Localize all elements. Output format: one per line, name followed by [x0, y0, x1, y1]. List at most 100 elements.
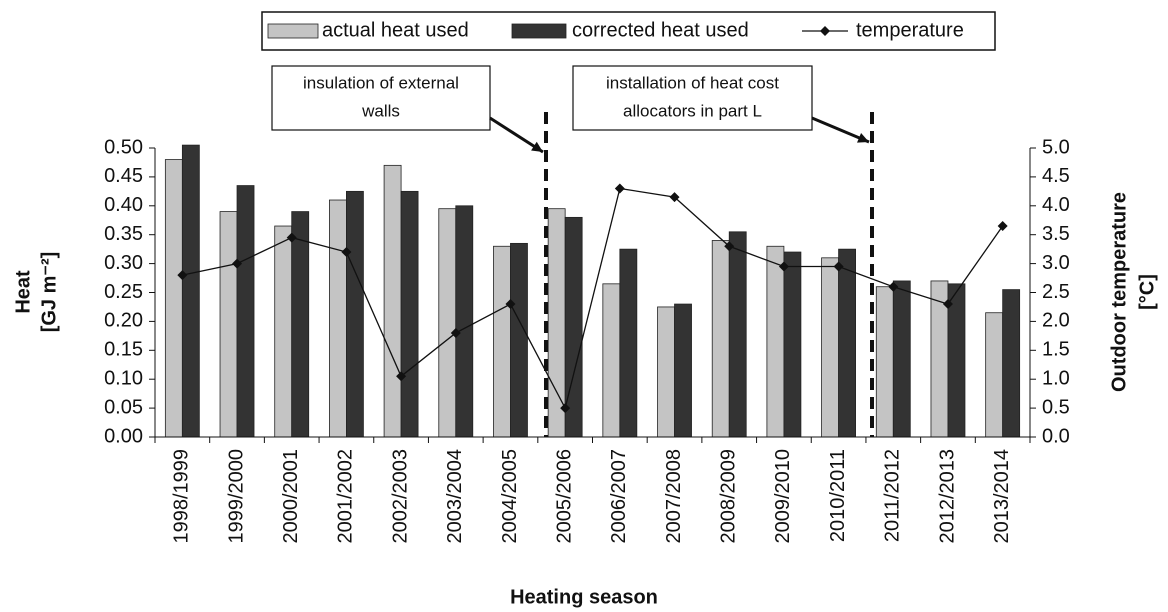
- y2-tick-label: 0.0: [1042, 425, 1070, 447]
- bar: [274, 225, 293, 438]
- y-axis-unit: [GJ m⁻²]: [38, 252, 60, 333]
- bar: [164, 159, 183, 438]
- bar: [947, 283, 966, 438]
- x-tick-label: 2003/2004: [444, 449, 466, 544]
- point: [505, 299, 516, 310]
- x-tick-label: 2002/2003: [389, 449, 411, 544]
- bar: [219, 211, 238, 438]
- y2-tick-label: 4.0: [1042, 194, 1070, 216]
- x-tick-label: 2004/2005: [499, 449, 521, 544]
- point: [286, 232, 297, 243]
- y2-tick-label: 5.0: [1042, 136, 1070, 158]
- bar: [181, 144, 200, 438]
- y2-axis-unit: [°C]: [1136, 274, 1158, 310]
- y2-tick-label: 3.0: [1042, 252, 1070, 274]
- x-tick-label: 2011/2012: [882, 449, 904, 542]
- x-tick-label: 2009/2010: [772, 449, 794, 544]
- arrow-head: [857, 132, 869, 143]
- bar: [674, 303, 692, 438]
- legend-swatch: [267, 23, 319, 39]
- point: [942, 299, 953, 310]
- y-tick-label: 0.40: [104, 194, 143, 216]
- y-tick-label: 0.50: [104, 136, 143, 158]
- bar: [400, 190, 419, 438]
- bar: [510, 242, 528, 438]
- y2-tick-label: 1.5: [1042, 339, 1070, 361]
- arrow-head: [531, 141, 543, 152]
- point: [560, 403, 571, 414]
- point: [997, 221, 1008, 232]
- point: [450, 327, 461, 338]
- y-tick-label: 0.00: [104, 425, 143, 447]
- y-tick-label: 0.45: [104, 165, 143, 187]
- legend-box: [261, 11, 996, 51]
- x-tick-label: 1999/2000: [225, 449, 247, 544]
- bar: [619, 248, 638, 438]
- annotation-box: [572, 65, 813, 131]
- bar: [711, 240, 730, 438]
- point: [177, 270, 188, 281]
- x-tick-label: 2010/2011: [827, 449, 849, 542]
- point: [669, 192, 680, 203]
- y-tick-label: 0.05: [104, 396, 143, 418]
- legend-label: corrected heat used: [572, 19, 749, 41]
- y-tick-label: 0.25: [104, 281, 143, 303]
- y-tick-label: 0.30: [104, 252, 143, 274]
- x-tick-label: 2013/2014: [991, 449, 1013, 544]
- bar: [291, 211, 310, 438]
- bar: [455, 205, 474, 438]
- y2-tick-label: 0.5: [1042, 396, 1070, 418]
- legend-swatch: [511, 23, 567, 39]
- x-tick-label: 2000/2001: [280, 449, 302, 544]
- x-tick-label: 2012/2013: [936, 449, 958, 544]
- bar: [875, 286, 894, 438]
- bar: [657, 306, 675, 438]
- point: [888, 281, 899, 292]
- annotation-text: allocators in part L: [623, 101, 762, 120]
- legend-label: actual heat used: [322, 19, 469, 41]
- bar: [329, 199, 347, 438]
- bar: [602, 283, 621, 438]
- annotation-text: walls: [361, 101, 400, 120]
- bar: [383, 164, 402, 438]
- y2-tick-label: 4.5: [1042, 165, 1070, 187]
- point: [341, 247, 352, 258]
- y-tick-label: 0.20: [104, 310, 143, 332]
- bar: [892, 280, 911, 438]
- legend-marker: [820, 26, 830, 36]
- x-axis-label: Heating season: [510, 586, 658, 608]
- bar: [838, 248, 856, 438]
- y2-tick-label: 3.5: [1042, 223, 1070, 245]
- bar: [346, 190, 364, 438]
- y-axis-label: Heat: [12, 270, 34, 314]
- bar: [783, 251, 802, 438]
- bar: [985, 312, 1004, 438]
- bar: [564, 216, 583, 438]
- y2-axis-label: Outdoor temperature: [1108, 192, 1130, 392]
- y-tick-label: 0.35: [104, 223, 143, 245]
- y2-tick-label: 2.0: [1042, 310, 1070, 332]
- point: [778, 261, 789, 272]
- annotation-box: [271, 65, 491, 131]
- x-tick-label: 2008/2009: [718, 449, 740, 544]
- y-tick-label: 0.15: [104, 339, 143, 361]
- x-tick-label: 2001/2002: [335, 449, 357, 544]
- bar: [766, 245, 785, 438]
- point: [724, 241, 735, 252]
- point: [396, 371, 407, 382]
- annotation-text: installation of heat cost: [606, 73, 779, 92]
- annotation-text: insulation of external: [303, 73, 459, 92]
- point: [833, 261, 844, 272]
- bar: [1002, 289, 1021, 438]
- x-tick-label: 2007/2008: [663, 449, 685, 544]
- bar: [821, 257, 839, 438]
- x-tick-label: 1998/1999: [171, 449, 193, 544]
- bar: [438, 208, 457, 438]
- y-tick-label: 0.10: [104, 367, 143, 389]
- x-tick-label: 2006/2007: [608, 449, 630, 544]
- x-tick-label: 2005/2006: [553, 449, 575, 544]
- point: [232, 258, 243, 269]
- line: [182, 187, 1004, 410]
- y2-tick-label: 2.5: [1042, 281, 1070, 303]
